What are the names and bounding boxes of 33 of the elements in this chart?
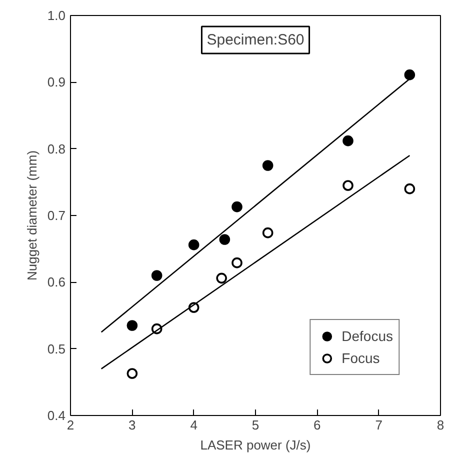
point xyxy=(262,160,274,171)
point xyxy=(126,368,138,379)
point xyxy=(404,183,416,194)
point xyxy=(216,272,227,284)
y-tick-label: 0.5 xyxy=(47,341,66,356)
x-tick-label: 6 xyxy=(314,418,321,432)
x-tick-label: 2 xyxy=(66,418,74,432)
point xyxy=(342,135,354,146)
y-tick-label: 0.4 xyxy=(47,408,66,423)
y-tick-label: 0.9 xyxy=(47,74,66,90)
point xyxy=(126,320,138,331)
x-tick-label: 5 xyxy=(252,418,260,432)
point xyxy=(342,180,354,191)
y-tick-label: 0.8 xyxy=(47,141,66,156)
point xyxy=(219,234,230,245)
x-axis-title: LASER power (J/s) xyxy=(200,438,311,452)
x-tick-label: 4 xyxy=(190,418,198,432)
x-tick-label: 3 xyxy=(128,418,136,432)
point xyxy=(262,227,274,238)
point xyxy=(404,69,416,80)
x-tick-label: 7 xyxy=(375,418,382,432)
point xyxy=(232,201,242,212)
legend-label: Focus xyxy=(342,350,380,366)
annotation: Specimen:S60 xyxy=(206,32,304,48)
y-tick-label: 0.6 xyxy=(47,274,66,290)
legend-label: Defocus xyxy=(342,328,393,344)
x-tick-label: 8 xyxy=(436,418,444,432)
y-axis-title: Nugget diameter (mm) xyxy=(24,150,40,281)
point xyxy=(232,257,242,268)
point xyxy=(151,270,162,281)
y-tick-label: 0.7 xyxy=(47,208,66,223)
y-tick-label: 1.0 xyxy=(47,8,66,23)
point xyxy=(188,239,200,250)
